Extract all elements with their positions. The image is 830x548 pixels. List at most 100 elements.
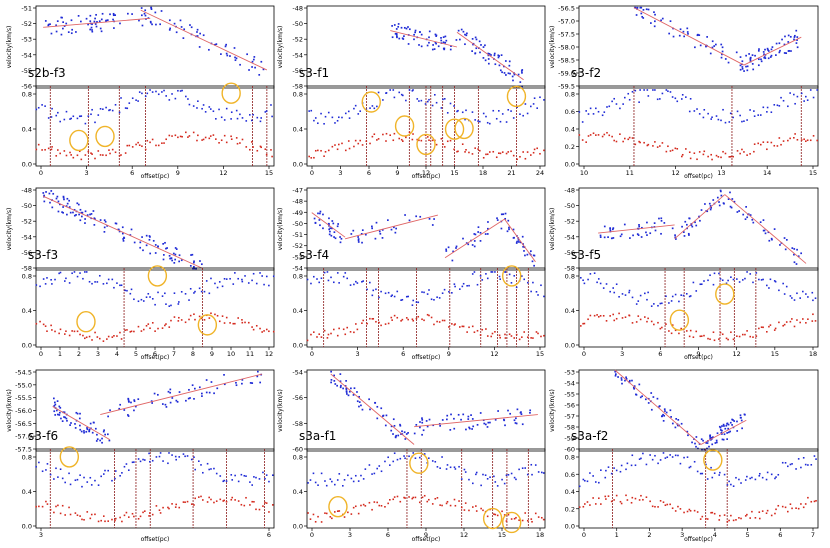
y-tick-label: 0.8 <box>293 91 303 99</box>
red-point <box>58 332 60 335</box>
velocity-point <box>672 35 675 38</box>
y-tick-label: -54.5 <box>15 369 32 377</box>
velocity-point <box>59 406 62 409</box>
red-point <box>384 505 386 508</box>
velocity-point <box>119 22 121 25</box>
velocity-point <box>736 430 739 432</box>
red-point <box>791 318 793 320</box>
blue-point <box>699 472 702 475</box>
velocity-point <box>151 23 153 26</box>
red-point <box>149 512 151 514</box>
blue-point <box>640 457 642 460</box>
red-point <box>357 142 360 145</box>
blue-point <box>264 111 267 113</box>
blue-point <box>486 478 489 480</box>
red-point <box>102 154 104 156</box>
red-point <box>393 496 396 498</box>
red-point <box>203 319 206 321</box>
velocity-point <box>700 438 703 441</box>
fit-line <box>444 218 505 259</box>
red-point <box>352 506 355 509</box>
velocity-point <box>733 200 736 203</box>
blue-point <box>359 110 362 112</box>
red-point <box>37 143 40 146</box>
red-point <box>84 337 86 340</box>
blue-point <box>59 271 62 274</box>
velocity-point <box>646 221 648 224</box>
y-tick-label: -50 <box>564 202 575 210</box>
blue-point <box>489 476 491 479</box>
y-axis-label: velocity(km/s) <box>549 389 556 432</box>
blue-point <box>780 96 782 99</box>
velocity-point <box>382 415 384 417</box>
y-tick-label: 0.8 <box>565 273 575 281</box>
red-point <box>518 519 520 522</box>
blue-point <box>384 460 386 463</box>
velocity-point <box>381 229 384 231</box>
velocity-axes-frame <box>35 5 275 89</box>
red-point <box>661 326 663 329</box>
blue-point <box>342 484 344 487</box>
blue-point <box>68 472 70 475</box>
velocity-point <box>74 427 77 429</box>
blue-point <box>492 109 495 112</box>
velocity-axes-frame <box>306 187 546 271</box>
blue-point <box>488 122 491 125</box>
blue-point <box>414 457 417 460</box>
velocity-point <box>431 48 434 51</box>
y-tick-label: -56.5 <box>558 5 575 13</box>
red-point <box>223 134 226 137</box>
velocity-point <box>669 409 672 412</box>
blue-point <box>793 93 795 96</box>
red-point <box>513 337 516 339</box>
velocity-point <box>195 267 197 270</box>
red-point <box>423 494 426 497</box>
red-point <box>271 504 274 506</box>
velocity-point <box>710 438 712 441</box>
velocity-point <box>513 419 516 422</box>
panel-p6: -48-50-52-54-56-58velocity(km/s)s3-f50.8… <box>549 187 819 361</box>
blue-point <box>762 106 765 109</box>
x-tick-label: 15 <box>498 531 506 539</box>
blue-point <box>634 464 637 467</box>
red-point <box>98 337 101 340</box>
red-point <box>738 335 741 338</box>
velocity-point <box>695 436 698 438</box>
velocity-point <box>746 216 749 219</box>
velocity-point <box>520 70 523 72</box>
x-tick-label: 0 <box>310 350 314 358</box>
velocity-point <box>133 409 135 412</box>
red-point <box>354 505 357 508</box>
velocity-point <box>435 34 438 37</box>
red-point <box>699 518 702 520</box>
x-tick-label: 6 <box>267 531 271 539</box>
blue-point <box>464 471 467 473</box>
red-point <box>597 316 600 318</box>
blue-point <box>683 456 685 459</box>
blue-point <box>504 271 507 273</box>
velocity-point <box>322 213 324 216</box>
y-tick-label: 0.2 <box>565 505 575 513</box>
velocity-point <box>653 11 655 14</box>
red-point <box>479 149 481 152</box>
velocity-point <box>78 417 81 420</box>
red-point <box>237 317 239 319</box>
blue-point <box>310 109 313 112</box>
blue-point <box>532 281 534 284</box>
blue-point <box>736 278 738 280</box>
x-tick-label: 12 <box>490 350 498 358</box>
blue-point <box>507 473 510 476</box>
red-point <box>114 151 117 154</box>
blue-point <box>628 291 630 294</box>
velocity-point <box>709 434 712 437</box>
velocity-point <box>493 54 496 57</box>
velocity-point <box>174 258 177 261</box>
blue-point <box>107 278 110 281</box>
red-point <box>46 503 49 505</box>
blue-point <box>628 98 631 101</box>
red-point <box>628 136 631 139</box>
velocity-point <box>339 236 341 238</box>
red-point <box>754 517 757 519</box>
velocity-point <box>233 47 236 49</box>
x-tick-label: 9 <box>176 169 180 177</box>
